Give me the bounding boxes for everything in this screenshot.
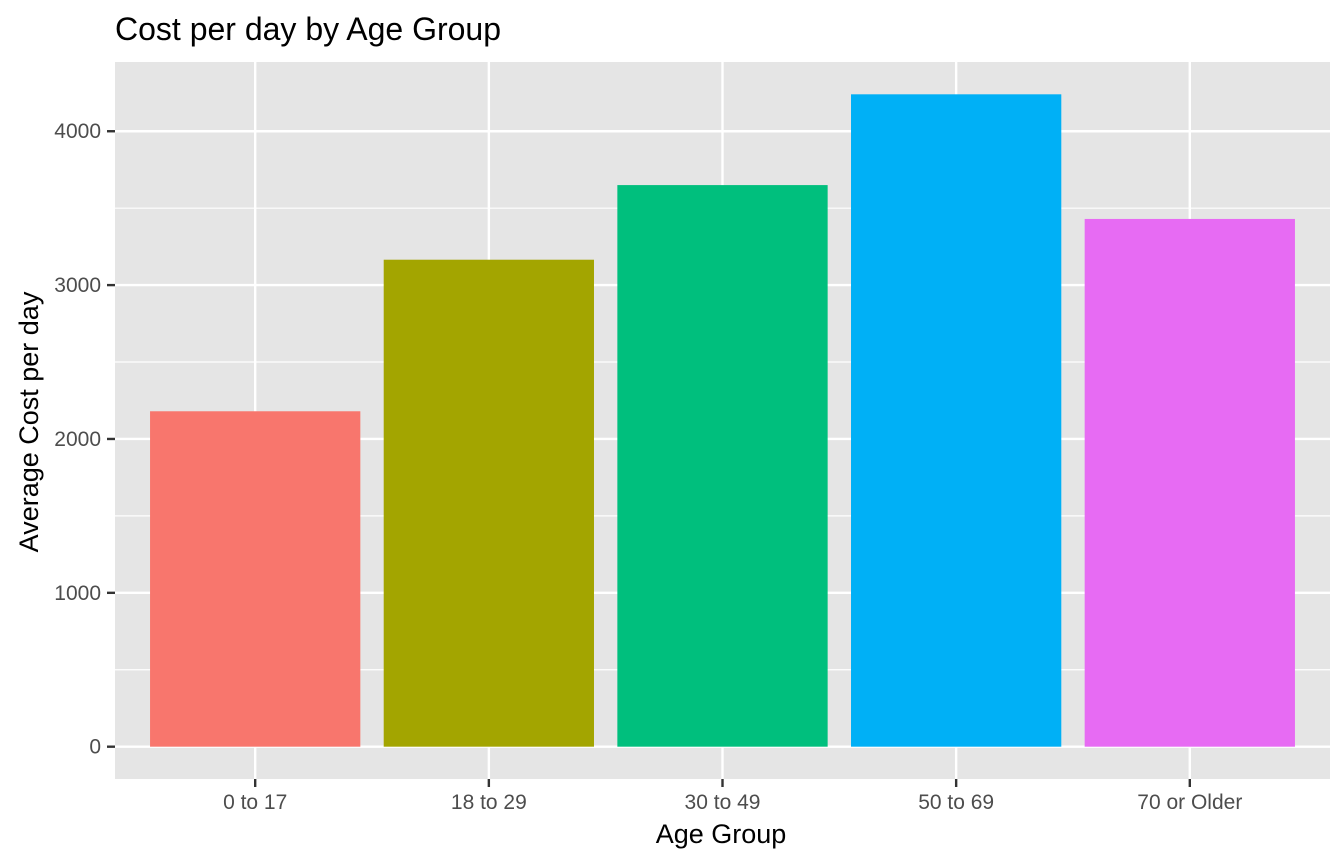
bar-30-to-49	[617, 185, 828, 747]
y-axis: 0 1000 2000 3000 4000	[54, 120, 115, 759]
bar-70-or-older	[1084, 218, 1295, 747]
y-axis-title: Average Cost per day	[14, 291, 44, 552]
y-tick-label: 0	[89, 736, 101, 759]
bar-18-to-29	[383, 259, 594, 747]
x-tick-label: 50 to 69	[918, 791, 994, 814]
x-tick-label: 70 or Older	[1137, 791, 1242, 814]
x-tick-label: 30 to 49	[685, 791, 761, 814]
y-tick-label: 3000	[54, 274, 101, 297]
y-tick-label: 2000	[54, 428, 101, 451]
chart-title: Cost per day by Age Group	[115, 11, 501, 47]
y-tick-label: 1000	[54, 582, 101, 605]
bars	[150, 94, 1295, 747]
x-axis-title: Age Group	[656, 819, 787, 849]
x-tick-label: 18 to 29	[451, 791, 527, 814]
bar-50-to-69	[851, 94, 1062, 747]
y-tick-label: 4000	[54, 120, 101, 143]
x-axis: 0 to 17 18 to 29 30 to 49 50 to 69 70 or Old…	[223, 779, 1242, 814]
x-tick-label: 0 to 17	[223, 791, 287, 814]
bar-0-to-17	[150, 411, 361, 747]
